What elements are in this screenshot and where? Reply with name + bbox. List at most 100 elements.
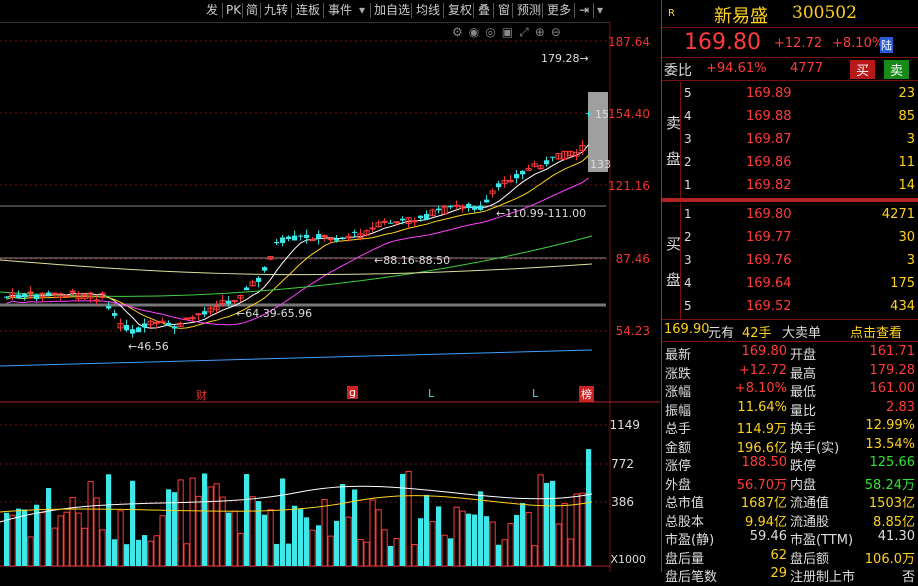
buy_book-row[interactable]: 5 169.52 434 (662, 297, 918, 317)
buy_book-row[interactable]: 2 169.77 30 (662, 228, 918, 248)
sell_book-level: 2 (684, 155, 692, 169)
stat-value: 13.54% (865, 436, 915, 452)
sell-button[interactable]: 卖 (884, 60, 910, 79)
event-dropdown-icon[interactable]: ▾ (359, 3, 366, 17)
volume-bar (195, 495, 202, 567)
toolbar-ma-button[interactable]: 均线 (416, 3, 441, 17)
sell_book-row[interactable]: 4 169.88 85 (662, 107, 918, 127)
toolbar-overlay-button[interactable]: 叠 (478, 3, 491, 17)
toolbar-forecast-button[interactable]: 预测 (517, 3, 542, 17)
event-marker-rank[interactable]: 榜 (579, 386, 594, 402)
stat-value: 9.94亿 (745, 514, 787, 530)
buy_book-row[interactable]: 3 169.76 3 (662, 251, 918, 271)
eye-outline-icon[interactable]: ◎ (485, 25, 502, 39)
candle (93, 299, 100, 302)
candle (267, 256, 274, 260)
last-price: 169.80 (684, 30, 761, 55)
volume-bar (418, 518, 424, 566)
quote-stat-row: 盘后量 62 盘后额 106.0万 (662, 548, 918, 568)
volume-bar (561, 503, 568, 567)
candle (195, 313, 202, 316)
level-annotation: ←64.39-65.96 (236, 307, 313, 320)
volume-bar (448, 538, 454, 566)
price-change-pct: +8.10% (832, 36, 885, 51)
toolbar-more-button[interactable]: 更多 (547, 3, 572, 17)
ma-line (6, 177, 589, 326)
candle (352, 231, 358, 233)
volume-bar (189, 477, 196, 567)
settings-icon[interactable]: ⚙ (452, 25, 469, 39)
volume-bar (298, 509, 304, 566)
toolbar-window-button[interactable]: 窗 (498, 3, 511, 17)
toolbar-lianban-button[interactable]: 连板 (296, 3, 321, 17)
candle (327, 238, 334, 241)
volume-bar (267, 509, 274, 567)
price-tick: 187.64 (608, 35, 650, 49)
buy_book-row[interactable]: 4 169.64 175 (662, 274, 918, 294)
sell-book-label: 卖 (666, 114, 682, 132)
event-marker-finance[interactable]: 财 (196, 389, 207, 402)
candle (99, 292, 106, 298)
volume-bar (280, 478, 286, 566)
toolbar-add-favorite-button[interactable]: 加自选 (374, 3, 411, 17)
volume-bar (75, 512, 82, 567)
sell_book-row[interactable]: 3 169.87 3 (662, 130, 918, 150)
quote-stat-row: 市盈(静) 59.46 市盈(TTM) 41.30 (662, 529, 918, 549)
candle (393, 221, 400, 224)
event-marker-l[interactable]: L (532, 387, 539, 400)
big-order-price: 169.90 (664, 322, 710, 337)
stock-name: 新易盛 (714, 6, 768, 27)
candle (484, 199, 490, 203)
zoom-in-icon[interactable]: ⊕ (534, 25, 551, 39)
zoom-out-icon[interactable]: ⊖ (550, 25, 567, 39)
buy-button[interactable]: 买 (850, 60, 876, 79)
kline-chart-area[interactable]: ⚙◉◎▣⤢⊕⊖ 187.64 154.40 121.16 87.46 54.23… (0, 22, 660, 572)
stat-value: 125.66 (869, 455, 916, 470)
big-order-strip[interactable]: 169.90 元有 42手 大卖单 点击查看 (662, 321, 918, 341)
volume-bar (22, 509, 28, 566)
candle (280, 237, 286, 243)
toolbar-event-button[interactable]: 事件 (328, 3, 353, 17)
event-marker-l[interactable]: L (428, 387, 435, 400)
event-marker-g[interactable]: g (347, 386, 358, 399)
stat-label: 盘后额 (790, 551, 830, 567)
toolbar-simple-button[interactable]: 简 (246, 3, 259, 17)
fullscreen-icon[interactable]: ⤢ (519, 25, 535, 39)
lock-icon[interactable]: ▣ (501, 25, 520, 39)
candle (262, 267, 268, 271)
stat-label: 总手 (665, 422, 692, 437)
volume-bar (207, 486, 214, 567)
collapse-panel-icon[interactable]: ⇥ (579, 3, 590, 17)
toolbar-fa-button[interactable]: 发 (206, 3, 219, 17)
candle (159, 320, 166, 324)
volume-bar (507, 522, 514, 567)
eye-icon[interactable]: ◉ (468, 25, 486, 39)
toolbar-adjust-button[interactable]: 复权 (448, 3, 473, 17)
big-order-link[interactable]: 点击查看 (850, 326, 903, 341)
toolbar-dropdown-icon[interactable]: ▾ (597, 3, 604, 17)
candle (106, 306, 112, 309)
candle (183, 317, 190, 320)
stat-label: 涨停 (665, 459, 692, 474)
price-marker: 133 (590, 158, 611, 171)
toolbar-jiuzhuan-button[interactable]: 九转 (264, 3, 289, 17)
candle (544, 160, 550, 165)
candle (369, 227, 376, 230)
candle (69, 290, 76, 293)
candle (340, 237, 346, 239)
stat-label: 盘后量 (665, 551, 705, 567)
candle (381, 220, 388, 223)
buy_book-row[interactable]: 1 169.80 4271 (662, 205, 918, 225)
volume-bar (202, 473, 208, 566)
buy_book-level: 2 (684, 230, 692, 244)
sell_book-row[interactable]: 5 169.89 23 (662, 84, 918, 104)
volume-bar (544, 482, 550, 566)
volume-bar (16, 508, 22, 566)
volume-bar (237, 532, 244, 567)
volume-bar (226, 512, 232, 566)
stat-value: +12.72 (738, 362, 787, 378)
toolbar-pk-button[interactable]: PK (226, 3, 242, 17)
sell_book-row[interactable]: 2 169.86 11 (662, 153, 918, 173)
buy-book-label: 盘 (666, 271, 682, 289)
sell_book-row[interactable]: 1 169.82 14 (662, 176, 918, 196)
